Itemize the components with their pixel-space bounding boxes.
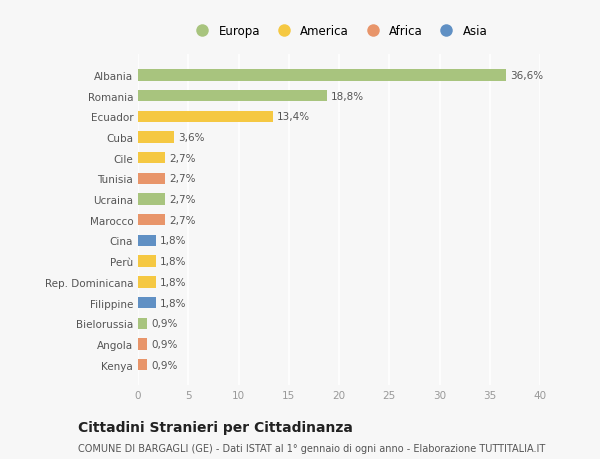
Bar xyxy=(138,112,272,123)
Bar xyxy=(138,132,174,143)
Bar xyxy=(138,256,156,267)
Bar xyxy=(138,297,156,308)
Text: 2,7%: 2,7% xyxy=(169,174,196,184)
Bar xyxy=(138,174,165,185)
Text: 36,6%: 36,6% xyxy=(510,71,543,81)
Text: 1,8%: 1,8% xyxy=(160,277,187,287)
Text: 13,4%: 13,4% xyxy=(277,112,310,122)
Text: 3,6%: 3,6% xyxy=(178,133,205,143)
Text: 1,8%: 1,8% xyxy=(160,236,187,246)
Bar xyxy=(138,359,147,370)
Bar xyxy=(138,339,147,350)
Text: 0,9%: 0,9% xyxy=(151,319,178,329)
Text: 18,8%: 18,8% xyxy=(331,91,364,101)
Bar xyxy=(138,277,156,288)
Bar xyxy=(138,70,506,81)
Bar xyxy=(138,194,165,205)
Text: 1,8%: 1,8% xyxy=(160,257,187,267)
Text: 2,7%: 2,7% xyxy=(169,153,196,163)
Text: Cittadini Stranieri per Cittadinanza: Cittadini Stranieri per Cittadinanza xyxy=(78,420,353,434)
Bar xyxy=(138,153,165,164)
Bar xyxy=(138,318,147,329)
Bar xyxy=(138,91,327,102)
Text: 2,7%: 2,7% xyxy=(169,215,196,225)
Text: COMUNE DI BARGAGLI (GE) - Dati ISTAT al 1° gennaio di ogni anno - Elaborazione T: COMUNE DI BARGAGLI (GE) - Dati ISTAT al … xyxy=(78,443,545,453)
Bar xyxy=(138,215,165,226)
Text: 2,7%: 2,7% xyxy=(169,195,196,205)
Text: 0,9%: 0,9% xyxy=(151,360,178,370)
Bar xyxy=(138,235,156,246)
Text: 0,9%: 0,9% xyxy=(151,339,178,349)
Legend: Europa, America, Africa, Asia: Europa, America, Africa, Asia xyxy=(187,21,491,41)
Text: 1,8%: 1,8% xyxy=(160,298,187,308)
